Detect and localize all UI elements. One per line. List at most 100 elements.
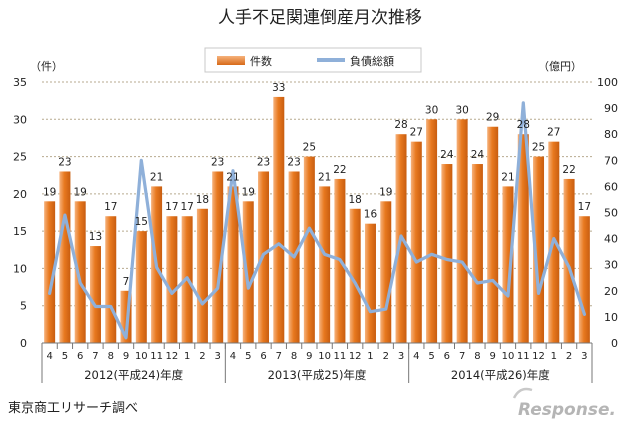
- bar-value-label: 27: [547, 127, 560, 139]
- bar-value-label: 17: [180, 201, 193, 213]
- bar: [456, 119, 468, 344]
- month-label: 11: [517, 351, 530, 362]
- left-tick-label: 15: [13, 225, 27, 238]
- right-tick-label: 90: [604, 102, 618, 115]
- brand-swoosh-icon: [512, 387, 533, 399]
- bar-value-label: 25: [532, 142, 545, 154]
- month-label: 3: [581, 351, 587, 362]
- month-label: 1: [551, 351, 557, 362]
- month-label: 12: [349, 351, 362, 362]
- bar: [426, 119, 438, 344]
- left-tick-label: 5: [20, 300, 27, 313]
- month-label: 2: [383, 351, 389, 362]
- bar: [487, 126, 499, 343]
- bar: [533, 156, 545, 343]
- bar: [319, 186, 331, 343]
- right-tick-label: 40: [604, 233, 618, 246]
- source-note: 東京商工リサーチ調べ: [8, 400, 138, 416]
- bar-value-label: 21: [150, 171, 163, 183]
- right-tick-label: 70: [604, 154, 618, 167]
- month-label: 10: [502, 351, 515, 362]
- month-label: 7: [276, 351, 282, 362]
- bar-value-label: 25: [303, 142, 316, 154]
- bar-value-label: 17: [578, 201, 591, 213]
- bar-value-label: 27: [410, 127, 423, 139]
- month-label: 8: [108, 351, 114, 362]
- left-tick-label: 30: [13, 113, 27, 126]
- bar: [227, 186, 239, 343]
- year-group-label: 2014(平成26)年度: [451, 368, 550, 382]
- chart-title: 人手不足関連倒産月次推移: [218, 8, 422, 28]
- month-label: 5: [428, 351, 434, 362]
- bar: [471, 164, 483, 343]
- month-label: 12: [532, 351, 545, 362]
- bar-value-label: 22: [333, 164, 346, 176]
- bar-value-label: 19: [242, 186, 255, 198]
- bar-value-label: 16: [364, 209, 378, 221]
- bar-value-label: 18: [196, 194, 209, 206]
- right-tick-label: 100: [597, 76, 618, 89]
- right-tick-label: 50: [604, 207, 618, 220]
- chart-legend: 件数 負債総額: [204, 47, 422, 73]
- month-label: 6: [260, 351, 266, 362]
- bar: [89, 246, 101, 343]
- month-label: 2: [566, 351, 572, 362]
- bar: [105, 216, 117, 343]
- month-label: 8: [474, 351, 480, 362]
- legend-bar-swatch: [217, 56, 245, 65]
- month-label: 1: [184, 351, 190, 362]
- bar: [303, 156, 315, 343]
- bar-value-label: 23: [58, 156, 71, 168]
- left-axis-unit: （件）: [30, 60, 63, 73]
- bar-value-label: 33: [272, 82, 285, 94]
- month-label: 3: [215, 351, 221, 362]
- bar: [212, 171, 224, 343]
- bar-value-label: 18: [349, 194, 362, 206]
- left-tick-label: 0: [20, 337, 27, 350]
- month-label: 5: [62, 351, 68, 362]
- bar: [410, 141, 422, 343]
- bar: [59, 171, 71, 343]
- bar: [242, 201, 254, 343]
- bar: [120, 290, 132, 343]
- left-tick-label: 20: [13, 188, 27, 201]
- month-label: 4: [413, 351, 419, 362]
- bar-value-label: 28: [517, 119, 530, 131]
- bar: [364, 223, 376, 343]
- month-label: 10: [318, 351, 331, 362]
- month-label: 2: [199, 351, 205, 362]
- year-group-label: 2012(平成24)年度: [84, 368, 183, 382]
- right-tick-label: 0: [611, 337, 618, 350]
- brand-logo: Response.: [512, 387, 616, 420]
- bar-value-label: 19: [74, 186, 87, 198]
- month-label: 7: [92, 351, 98, 362]
- month-label: 9: [490, 351, 496, 362]
- year-group-label: 2013(平成25)年度: [268, 368, 367, 382]
- month-label: 4: [230, 351, 236, 362]
- month-label: 6: [444, 351, 450, 362]
- bar: [380, 201, 392, 343]
- bar-value-label: 21: [318, 171, 331, 183]
- bar: [517, 134, 529, 343]
- line-series: [47, 101, 587, 340]
- bar: [74, 201, 86, 343]
- bar: [441, 164, 453, 343]
- bar: [196, 208, 208, 343]
- bar-value-label: 21: [226, 171, 239, 183]
- month-label: 3: [398, 351, 404, 362]
- month-label: 9: [306, 351, 312, 362]
- bar-value-label: 30: [425, 104, 438, 116]
- right-tick-label: 10: [604, 311, 618, 324]
- month-label: 7: [459, 351, 465, 362]
- bar-value-label: 23: [211, 156, 224, 168]
- bar: [135, 231, 147, 343]
- bar-value-label: 23: [257, 156, 270, 168]
- bar: [273, 96, 285, 344]
- brand-text: Response.: [518, 400, 616, 420]
- right-tick-label: 20: [604, 285, 618, 298]
- right-axis-ticks: 0 10 20 30 40 50 60 70 80 90 100: [597, 76, 618, 350]
- bar: [349, 208, 361, 343]
- left-tick-label: 25: [13, 151, 27, 164]
- legend-label-debt: 負債総額: [350, 54, 394, 68]
